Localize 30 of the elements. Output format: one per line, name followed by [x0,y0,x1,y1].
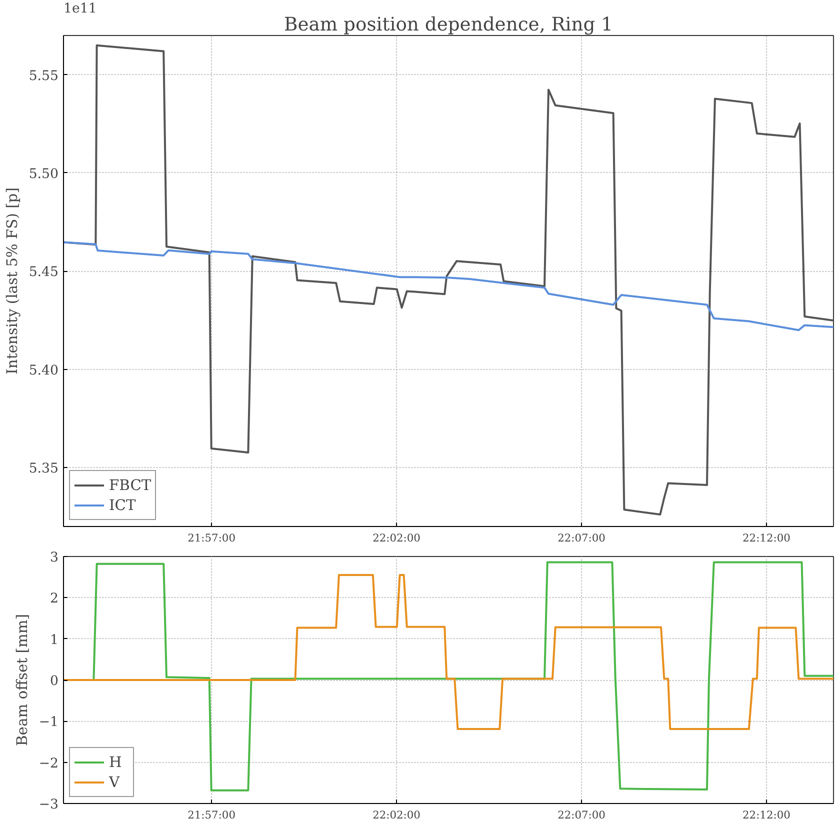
y-tick-label: −2 [38,756,59,772]
y-axis-title: Intensity (last 5% FS) [p] [4,188,21,374]
y-tick-label: −1 [38,715,59,730]
y-tick-label: 3 [50,550,59,566]
y-tick-label: −3 [38,798,59,812]
x-tick-label: 21:57:00 [188,808,236,822]
legend-label: H [109,754,123,770]
chart-title: Beam position dependence, Ring 1 [284,14,613,36]
y-tick-label: 5.35 [28,462,59,477]
legend-label: FBCT [109,476,152,494]
y-tick-label: 5.50 [28,166,59,182]
line-series [64,574,834,730]
legend-label: V [109,774,121,790]
x-tick-label: 22:12:00 [742,532,791,544]
line-series [64,241,834,332]
x-tick-label: 22:02:00 [372,808,421,822]
y-tick-label: 2 [50,592,59,607]
x-tick-label: 22:07:00 [558,808,606,822]
y-axis-title: Beam offset [mm] [14,614,31,746]
y-tick-label: 0 [50,674,59,689]
y-tick-label: 1 [50,632,59,648]
x-tick-label: 22:02:00 [372,532,421,544]
x-tick-label: 22:07:00 [558,532,606,544]
y-tick-label: 5.55 [28,68,59,84]
legend-label: ICT [109,496,136,514]
x-tick-label: 22:12:00 [742,808,791,822]
text: 1e11 [64,2,97,16]
y-tick-label: 5.45 [28,265,59,280]
x-tick-label: 21:57:00 [188,532,236,544]
y-tick-label: 5.40 [28,363,59,378]
